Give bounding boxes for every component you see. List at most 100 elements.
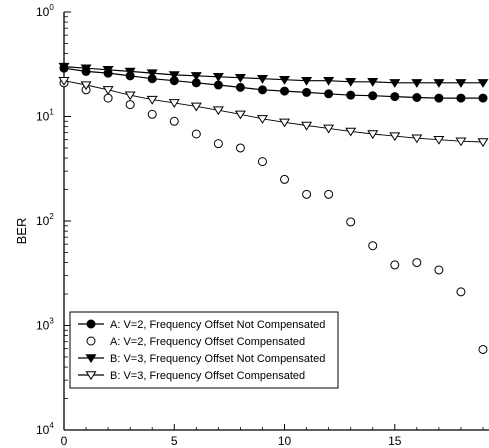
data-point [190,72,202,81]
series-layer [58,62,489,354]
data-point [257,85,267,95]
data-point [324,89,334,99]
data-point [478,344,488,354]
data-point [213,139,223,149]
data-point [212,106,224,116]
data-point [58,62,70,72]
data-point [146,95,158,105]
data-point [168,71,180,80]
data-point [324,189,334,199]
data-point [234,110,246,120]
data-point [280,86,290,96]
data-point [345,78,357,87]
legend-box [69,311,339,389]
series-line [63,66,483,84]
y-tick-label: 101 [36,108,54,124]
data-point [103,93,113,103]
y-tick-exponent: 4 [49,421,54,430]
legend-entry: B: V=3, Frequency Offset Not Compensated [78,353,325,365]
data-point [411,79,423,88]
legend-marker [85,354,97,364]
data-point [368,91,378,101]
legend-marker [85,371,97,381]
data-point [212,73,224,82]
data-point [191,129,201,139]
data-point [411,134,423,144]
series-2 [58,62,489,88]
data-point [58,76,70,86]
y-tick-base: 10 [36,110,50,124]
legend-entry: A: V=2, Frequency Offset Compensated [86,336,305,348]
data-point [301,76,313,86]
data-point [456,287,466,297]
data-point [124,67,136,77]
x-tick-label: 5 [171,434,178,448]
data-point [433,135,445,145]
y-tick-base: 10 [36,5,50,19]
y-tick-exponent: 2 [49,212,54,221]
data-point [434,93,444,103]
data-point [280,174,290,184]
legend-entry: A: V=2, Frequency Offset Not Compensated [78,319,325,331]
data-point [412,92,422,102]
legend-marker [86,336,96,346]
data-point [301,121,313,131]
data-point [456,93,466,103]
y-tick-label: 104 [36,421,54,437]
y-tick-label: 100 [36,3,54,19]
y-tick-exponent: 0 [49,3,54,12]
x-tick-label: 0 [61,434,68,448]
series-1 [59,78,488,354]
data-point [125,100,135,110]
data-point [367,78,379,87]
data-point [235,82,245,92]
legend-label: A: V=2, Frequency Offset Compensated [110,336,305,348]
y-tick-label: 103 [36,317,54,333]
data-point [235,143,245,153]
data-point [346,217,356,227]
data-point [147,109,157,119]
y-tick-exponent: 3 [49,317,54,326]
legend-entry: B: V=3, Frequency Offset Compensated [78,370,305,382]
data-point [279,118,291,128]
y-tick-base: 10 [36,319,50,333]
data-point [279,75,291,85]
data-point [256,74,268,84]
data-point [146,69,158,79]
legend-label: B: V=3, Frequency Offset Compensated [110,370,305,382]
data-point [389,132,401,142]
data-point [478,93,488,103]
data-point [124,91,136,101]
data-point [102,66,114,75]
data-point [302,87,312,97]
series-line [63,80,484,143]
data-point [390,92,400,102]
data-point [477,79,489,88]
data-point [345,127,357,137]
y-axis-title: BER [14,218,29,245]
data-point [368,241,378,251]
data-point [455,79,467,88]
data-point [80,64,92,74]
series-3 [58,76,489,148]
data-point [434,265,444,275]
data-point [213,80,223,90]
legend-label: B: V=3, Frequency Offset Not Compensated [110,353,325,365]
legend-marker [86,319,96,329]
series-0 [59,63,488,103]
data-point [234,74,246,83]
data-point [390,260,400,270]
data-point [389,79,401,88]
data-point [455,137,467,147]
data-point [323,124,335,134]
x-tick-label: 15 [388,434,402,448]
x-tick-label: 10 [278,434,292,448]
data-point [190,102,202,112]
data-point [169,116,179,126]
data-point [168,99,180,108]
data-point [323,76,335,86]
data-point [477,138,489,148]
data-point [302,189,312,199]
data-point [433,79,445,88]
